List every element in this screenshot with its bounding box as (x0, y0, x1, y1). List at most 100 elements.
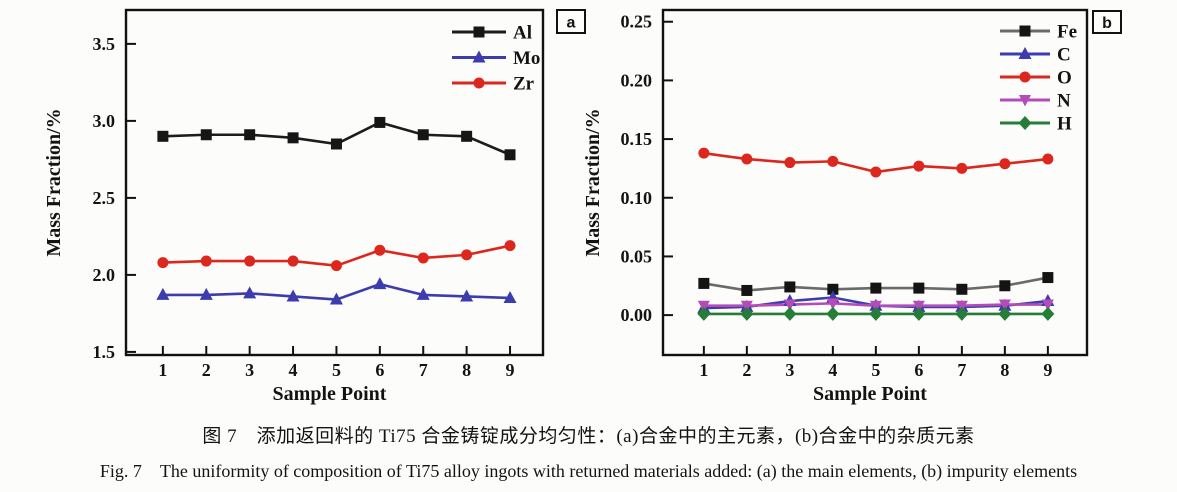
marker-N (1041, 299, 1054, 312)
marker-Al (287, 132, 299, 144)
marker-Fe (870, 282, 882, 294)
marker-H (955, 306, 969, 321)
x-axis-title: Sample Point (813, 383, 927, 405)
marker-O (741, 153, 753, 165)
panel-a: 1.5 2.0 2.5 3.0 3.5 1 2 3 4 5 6 7 8 9 Mass Fraction/% S… (43, 8, 586, 405)
marker-Zr (374, 244, 386, 256)
plot-border (124, 8, 545, 357)
marker-Zr (200, 255, 212, 267)
y-tick-label: 0.05 (621, 246, 653, 266)
marker-Fe (956, 283, 968, 295)
legend-label-Fe: Fe (1057, 22, 1077, 43)
x-tick-label: 8 (1000, 360, 1009, 380)
y-tick-label: 2.5 (93, 188, 116, 208)
marker-Zr (417, 252, 429, 264)
marker-Fe (784, 281, 796, 293)
marker-O (1042, 153, 1054, 165)
marker-N (869, 300, 882, 313)
marker-Mo (243, 286, 257, 299)
marker-Fe (1042, 272, 1054, 284)
x-axis-title: Sample Point (273, 383, 387, 405)
x-tick-label: 2 (742, 360, 751, 380)
y-tick-label: 0.25 (621, 12, 653, 32)
x-tick-label: 3 (245, 360, 254, 380)
marker-O (999, 158, 1011, 170)
x-tick-label: 8 (462, 360, 471, 380)
y-tick-label: 0.20 (621, 70, 653, 90)
x-tick-label: 5 (871, 360, 880, 380)
x-tick-label: 6 (375, 360, 384, 380)
marker-Al (417, 129, 429, 141)
legend-label-Mo: Mo (513, 48, 540, 69)
marker-N (697, 300, 710, 313)
marker-Mo (199, 287, 213, 300)
legend-marker-H (1018, 116, 1032, 130)
legend-label-Zr: Zr (513, 74, 535, 95)
marker-Zr (287, 255, 299, 267)
legend-marker-N (1019, 95, 1031, 107)
x-tick-label: 5 (332, 360, 341, 380)
y-tick-label: 0.15 (621, 129, 653, 149)
panel-label-letter: a (567, 15, 576, 32)
x-tick-label: 4 (289, 360, 298, 380)
marker-N (998, 299, 1011, 312)
caption-english: Fig. 7 The uniformity of composition of … (99, 461, 1078, 481)
legend-marker-Mo (472, 50, 486, 63)
panel-a-legend: Al Mo Zr (452, 23, 540, 95)
marker-Fe (827, 283, 839, 295)
legend-label-C: C (1057, 45, 1071, 66)
x-tick-label: 2 (202, 360, 211, 380)
marker-N (955, 300, 968, 313)
y-axis-title: Mass Fraction/% (582, 108, 604, 256)
marker-H (697, 306, 711, 321)
legend-label-H: H (1057, 114, 1072, 135)
y-tick-label: 3.0 (93, 111, 116, 131)
marker-Fe (698, 277, 710, 289)
marker-Fe (913, 282, 925, 294)
y-tick-label: 0.10 (621, 188, 653, 208)
x-tick-label: 6 (914, 360, 923, 380)
y-tick-label: 2.0 (93, 265, 116, 285)
marker-Zr (157, 257, 169, 269)
marker-Al (374, 116, 386, 128)
marker-Mo (460, 289, 474, 302)
marker-H (1041, 306, 1055, 321)
marker-Fe (999, 280, 1011, 292)
charts-canvas: 1.5 2.0 2.5 3.0 3.5 1 2 3 4 5 6 7 8 9 Mass Fraction/% S… (43, 8, 1122, 405)
legend-label-N: N (1057, 91, 1071, 112)
caption-chinese: 图 7 添加返回料的 Ti75 合金铸锭成分均匀性：(a)合金中的主元素，(b)… (202, 426, 975, 447)
y-tick-label: 3.5 (93, 34, 116, 54)
marker-O (870, 166, 882, 178)
marker-O (827, 155, 839, 167)
panel-b: 0.00 0.05 0.10 0.15 0.20 0.25 1 2 3 4 5 6 7 8 9 Mass Fr… (582, 8, 1122, 405)
marker-O (784, 157, 796, 169)
x-tick-label: 9 (506, 360, 515, 380)
marker-O (698, 147, 710, 159)
x-tick-label: 9 (1043, 360, 1052, 380)
marker-N (826, 298, 839, 310)
marker-Al (244, 129, 256, 141)
legend-marker-O (1019, 71, 1031, 83)
marker-H (998, 306, 1012, 321)
x-tick-label: 4 (828, 360, 837, 380)
marker-Mo (286, 289, 300, 302)
x-tick-label: 1 (158, 360, 167, 380)
marker-Al (157, 130, 169, 142)
marker-Zr (504, 240, 516, 252)
marker-Zr (244, 255, 256, 267)
legend-marker-Zr (473, 77, 485, 89)
panel-label-box (556, 9, 586, 34)
marker-Zr (330, 260, 342, 272)
y-tick-label: 0.00 (621, 305, 653, 325)
legend-label-O: O (1057, 68, 1072, 89)
x-tick-label: 7 (957, 360, 966, 380)
x-tick-label: 7 (419, 360, 428, 380)
marker-Mo (373, 277, 387, 290)
marker-O (913, 160, 925, 172)
marker-O (956, 162, 968, 174)
marker-Mo (329, 292, 343, 305)
plot-border (661, 8, 1089, 357)
legend-marker-Al (473, 26, 485, 38)
